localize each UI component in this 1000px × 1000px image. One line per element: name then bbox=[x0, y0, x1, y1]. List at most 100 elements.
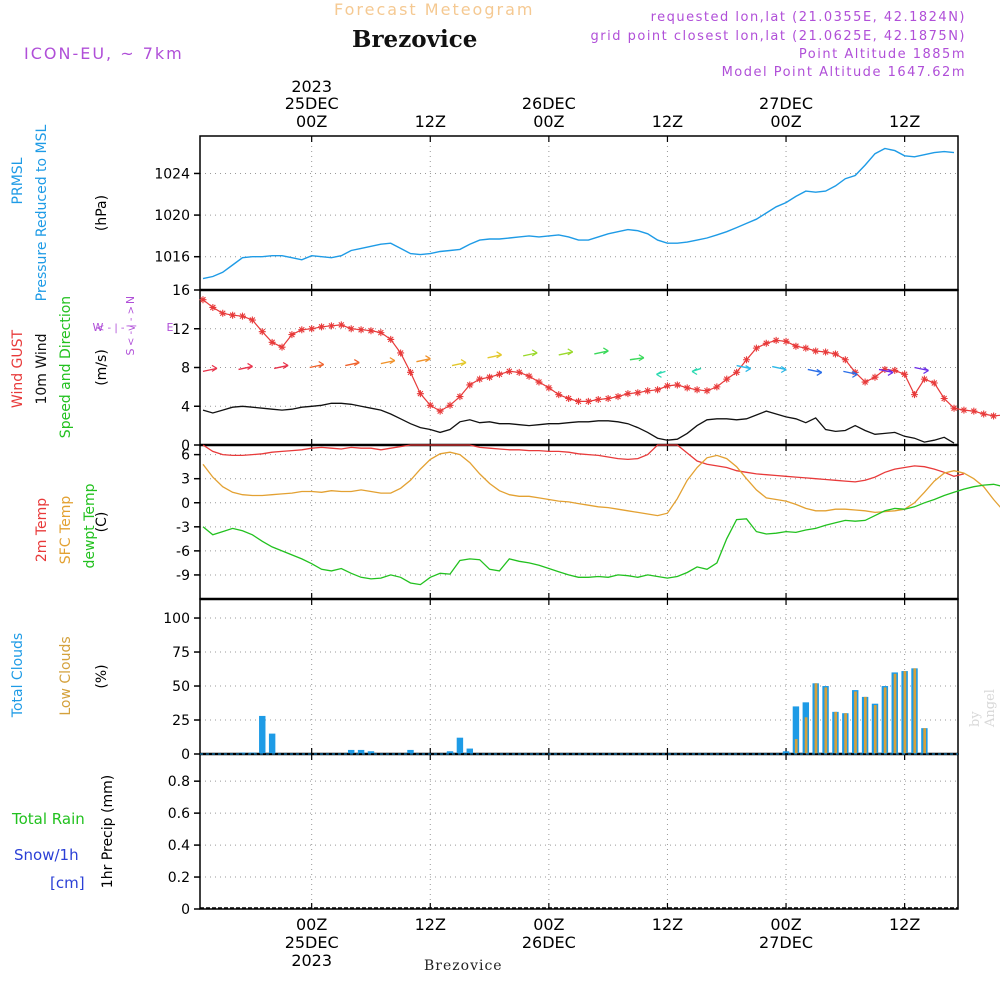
wind-direction-arrow bbox=[487, 354, 502, 359]
bottom-location-label: Brezovice bbox=[424, 958, 503, 974]
gust-point bbox=[911, 391, 919, 399]
gust-point bbox=[318, 323, 326, 331]
gust-point bbox=[238, 312, 246, 320]
point-altitude: Point Altitude 1885m bbox=[798, 47, 966, 62]
gust-point bbox=[298, 326, 306, 334]
low-clouds-bar bbox=[873, 705, 877, 754]
wind-direction-arrow bbox=[772, 365, 787, 371]
low-clouds-bar bbox=[824, 687, 828, 754]
total-clouds-bar bbox=[259, 715, 266, 754]
y-units-label: (C) bbox=[94, 512, 110, 533]
wind-direction-arrow bbox=[878, 368, 894, 374]
gust-point bbox=[229, 311, 237, 319]
panel-wind: 0 4 8 12 16 (m/s) bbox=[94, 283, 959, 454]
top-year-label: 2023 bbox=[291, 77, 332, 96]
gust-point bbox=[624, 390, 632, 398]
gust-point bbox=[802, 344, 810, 352]
ytick-label: 6 bbox=[181, 448, 190, 464]
low-clouds-bar bbox=[864, 696, 867, 754]
ytick-label: 0 bbox=[181, 902, 190, 918]
wind-direction-arrowhead bbox=[247, 362, 253, 370]
sfctemp-line bbox=[202, 451, 1000, 517]
dewpt-title: dewpt Temp bbox=[82, 483, 98, 568]
wind-direction-arrowhead bbox=[603, 347, 609, 355]
wind-direction-arrowhead bbox=[816, 368, 823, 376]
gust-point bbox=[486, 373, 494, 381]
wind-direction-arrowhead bbox=[745, 365, 751, 373]
wind-direction-arrowhead bbox=[852, 370, 858, 378]
snow-title: Snow/1h bbox=[14, 846, 79, 864]
gust-title: Wind GUST bbox=[10, 329, 26, 408]
bottom-hour-label: 12Z bbox=[889, 915, 920, 934]
ytick-label: 0 bbox=[181, 496, 190, 512]
gust-point bbox=[476, 375, 484, 383]
snow-units: [cm] bbox=[50, 874, 85, 892]
wind-direction-arrow bbox=[309, 363, 324, 369]
temp2m-line bbox=[202, 444, 965, 483]
low-clouds-bar bbox=[844, 713, 847, 754]
ytick-label: -6 bbox=[176, 544, 190, 560]
wind-direction-arrowhead bbox=[353, 359, 360, 367]
gust-point bbox=[505, 367, 513, 375]
gust-point bbox=[377, 329, 385, 337]
ytick-label: 16 bbox=[172, 283, 190, 299]
gust-point bbox=[851, 368, 859, 376]
gust-point bbox=[219, 309, 227, 317]
wind-direction-arrowhead bbox=[638, 354, 645, 362]
bottom-year-label: 2023 bbox=[291, 951, 332, 970]
ytick-label: 3 bbox=[181, 472, 190, 488]
total-clouds-bar bbox=[239, 752, 246, 754]
top-day-label: 26DEC bbox=[522, 94, 576, 113]
ytick-label: 50 bbox=[172, 679, 190, 695]
panel-frame bbox=[199, 753, 959, 910]
wind-direction-arrow bbox=[914, 366, 929, 372]
gust-point bbox=[209, 303, 217, 311]
gust-point bbox=[792, 342, 800, 350]
gust-point bbox=[782, 337, 790, 345]
gust-point bbox=[387, 335, 395, 343]
gust-point bbox=[584, 397, 592, 405]
ytick-label: 0.6 bbox=[168, 806, 190, 822]
gust-point bbox=[772, 336, 780, 344]
wind-direction-arrowhead bbox=[691, 367, 698, 375]
gust-point bbox=[743, 356, 751, 364]
wind-direction-arrowhead bbox=[389, 357, 396, 365]
gust-point bbox=[575, 397, 583, 405]
gust-point bbox=[762, 339, 770, 347]
model-altitude: Model Point Altitude 1647.62m bbox=[721, 65, 966, 80]
ytick-label: 0.8 bbox=[168, 774, 190, 790]
y-units-label: (hPa) bbox=[94, 195, 110, 231]
gust-point bbox=[733, 368, 741, 376]
chart-type-title: Forecast Meteogram bbox=[334, 0, 535, 19]
gust-point bbox=[456, 393, 464, 401]
gust-point bbox=[278, 343, 286, 351]
top-day-label: 25DEC bbox=[285, 94, 339, 113]
gust-point bbox=[337, 321, 345, 329]
total-clouds-bar bbox=[367, 751, 375, 754]
gust-point bbox=[565, 395, 573, 402]
top-hour-label: 00Z bbox=[770, 112, 801, 131]
gust-point bbox=[930, 379, 938, 387]
ytick-label: 0.2 bbox=[168, 870, 190, 886]
ytick-label: -9 bbox=[176, 568, 190, 584]
gust-point bbox=[940, 395, 948, 402]
wind-direction-arrowhead bbox=[282, 361, 289, 369]
gust-point bbox=[663, 382, 671, 390]
gust-point bbox=[199, 296, 207, 304]
gust-line bbox=[202, 299, 1000, 417]
y-units-label: 1hr Precip (mm) bbox=[100, 775, 116, 888]
wind-direction-arrowhead bbox=[656, 370, 662, 378]
gust-point bbox=[752, 344, 760, 352]
total-clouds-bar bbox=[466, 748, 474, 754]
panel-temperature: -9 -6 -3 0 3 6 (C) bbox=[94, 444, 959, 600]
compass-south: S bbox=[124, 348, 137, 355]
bottom-hour-label: 12Z bbox=[415, 915, 446, 934]
wind-direction-arrow bbox=[736, 364, 751, 370]
grid-point-coords: grid point closest lon,lat (21.0625E, 42… bbox=[590, 29, 966, 44]
gust-point bbox=[515, 368, 523, 376]
low-clouds-bar bbox=[893, 673, 897, 754]
gust-point bbox=[831, 350, 839, 358]
gust-point bbox=[970, 407, 978, 415]
top-hour-label: 00Z bbox=[296, 112, 327, 131]
